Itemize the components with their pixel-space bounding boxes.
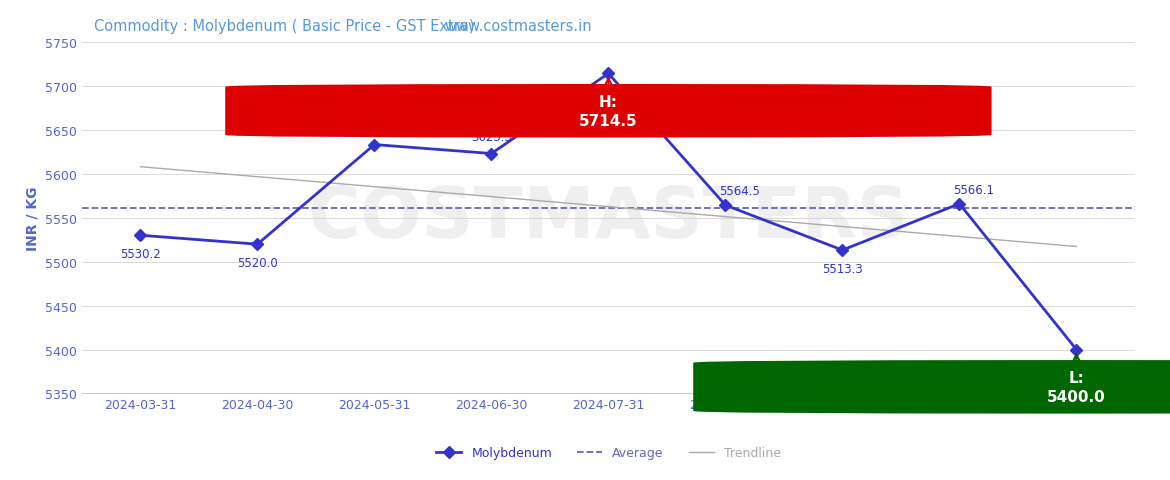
Trendline: [171, 168, 185, 173]
Y-axis label: INR / KG: INR / KG: [26, 186, 40, 251]
Line: Trendline: Trendline: [140, 168, 1076, 247]
FancyBboxPatch shape: [693, 360, 1170, 414]
Trendline: [1069, 244, 1083, 250]
FancyBboxPatch shape: [225, 85, 991, 138]
Text: L:
5400.0: L: 5400.0: [1047, 370, 1106, 404]
Text: COSTMASTERS: COSTMASTERS: [308, 184, 909, 253]
Molybdenum: [952, 202, 966, 207]
Molybdenum: [250, 242, 264, 248]
Legend: Molybdenum, Average, Trendline: Molybdenum, Average, Trendline: [432, 442, 785, 465]
Molybdenum: [367, 143, 381, 148]
Trendline: [133, 165, 147, 170]
Text: Commodity : Molybdenum ( Basic Price - GST Extra): Commodity : Molybdenum ( Basic Price - G…: [94, 19, 474, 34]
Text: 5566.1: 5566.1: [952, 183, 993, 196]
Average: [133, 206, 147, 212]
Text: 5520.0: 5520.0: [238, 257, 277, 270]
Trendline: [990, 237, 1004, 243]
Text: 5633.5: 5633.5: [355, 121, 394, 134]
Text: 5530.2: 5530.2: [121, 248, 160, 261]
Text: www.costmasters.in: www.costmasters.in: [445, 19, 592, 34]
Molybdenum: [601, 72, 615, 77]
Molybdenum: [718, 203, 732, 209]
Line: Molybdenum: Molybdenum: [136, 70, 1081, 354]
Text: 5564.5: 5564.5: [718, 185, 759, 198]
Molybdenum: [835, 248, 849, 253]
Text: H:
5714.5: H: 5714.5: [579, 95, 638, 128]
Trendline: [190, 169, 204, 175]
Trendline: [1023, 240, 1037, 246]
Molybdenum: [1069, 347, 1083, 353]
Average: [250, 206, 264, 212]
Trendline: [383, 186, 397, 192]
Text: 5623.3: 5623.3: [472, 131, 511, 144]
Molybdenum: [484, 151, 498, 157]
Text: 5513.3: 5513.3: [823, 263, 862, 276]
Molybdenum: [133, 233, 147, 239]
Trendline: [308, 180, 322, 185]
